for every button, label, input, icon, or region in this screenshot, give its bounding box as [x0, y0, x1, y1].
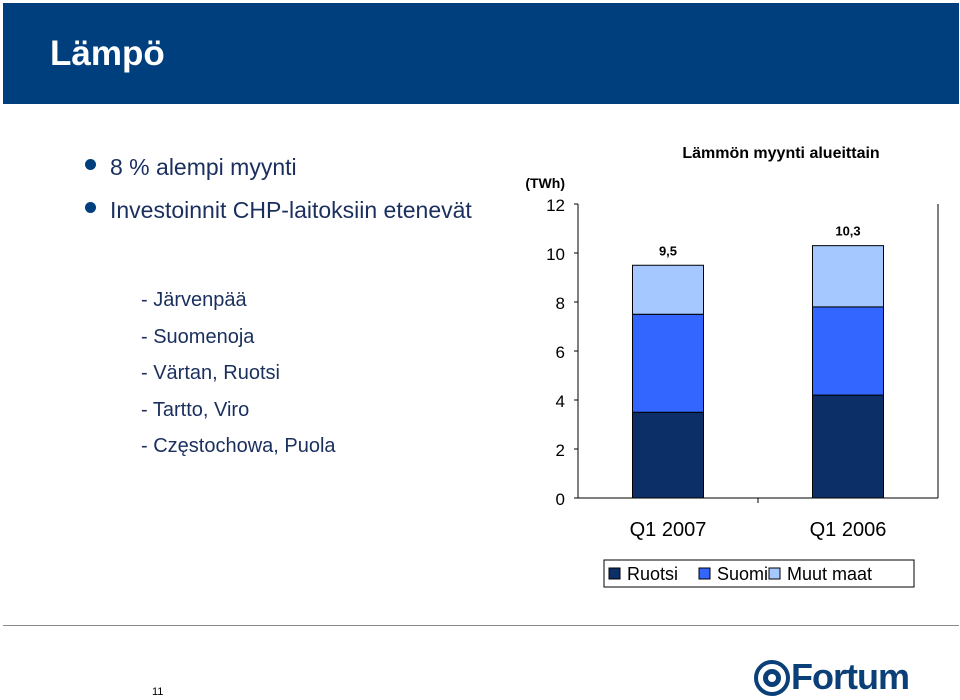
- bar-segment: [632, 264, 704, 315]
- bar-segment: [812, 306, 884, 396]
- chart-axes: [577, 204, 939, 503]
- bar-segment: [812, 394, 884, 499]
- y-tick-label: 10: [546, 245, 565, 264]
- heat-sales-chart: Lämmön myynti alueittain (TWh) 0 2 4 6 8 10 12…: [525, 145, 939, 588]
- y-tick-label: 8: [556, 294, 565, 313]
- bullet-item: Investoinnit CHP-laitoksiin etenevät: [78, 193, 478, 227]
- plant-item: - Värtan, Ruotsi: [141, 362, 280, 384]
- footer-divider: [3, 625, 959, 626]
- y-tick-label: 2: [556, 441, 565, 460]
- fortum-logo-text: Fortum: [791, 656, 910, 697]
- y-tick-label: 0: [556, 490, 565, 509]
- x-tick-label: Q1 2006: [810, 519, 887, 541]
- fortum-logo-icon: [754, 660, 790, 696]
- legend-label: Muut maat: [787, 564, 872, 584]
- bullet-text: Investoinnit CHP-laitoksiin etenevät: [110, 197, 472, 223]
- bullet-dot-icon: [85, 159, 96, 170]
- total-label: 9,5: [659, 243, 677, 258]
- y-tick-label: 4: [556, 392, 565, 411]
- plant-item: - Tartto, Viro: [141, 398, 250, 421]
- total-label: 10,3: [835, 224, 860, 239]
- header-bar: Lämpö: [3, 3, 959, 104]
- y-axis-unit: (TWh): [525, 175, 565, 191]
- x-axis-labels: Q1 2007 Q1 2006: [630, 519, 887, 541]
- legend-swatch: [608, 567, 621, 580]
- bars: [632, 245, 884, 499]
- legend-label: Suomi: [717, 564, 768, 584]
- chart-title: Lämmön myynti alueittain: [682, 145, 879, 162]
- x-tick-label: Q1 2007: [630, 519, 707, 541]
- plant-item: - Częstochowa, Puola: [141, 435, 336, 457]
- legend-swatch: [768, 567, 781, 580]
- page-number: 11: [152, 686, 164, 698]
- y-tick-label: 12: [546, 196, 565, 215]
- bullet-list: 8 % alempi myynti Investoinnit CHP-laito…: [78, 150, 478, 227]
- bar-segment: [632, 313, 704, 413]
- plant-item: - Suomenoja: [141, 325, 255, 348]
- bullet-dot-icon: [85, 202, 96, 213]
- bullet-item: 8 % alempi myynti: [78, 150, 478, 184]
- legend-swatch: [698, 567, 711, 580]
- fortum-logo: Fortum: [754, 656, 926, 697]
- legend-label: Ruotsi: [627, 564, 678, 584]
- plant-item: - Järvenpää: [141, 289, 247, 311]
- bar-segment: [632, 411, 704, 499]
- legend-box: [603, 559, 915, 588]
- y-axis-ticks: 0 2 4 6 8 10 12: [546, 196, 578, 509]
- bullet-text: 8 % alempi myynti: [110, 154, 297, 180]
- y-tick-label: 6: [556, 343, 565, 362]
- bar-segment: [812, 245, 884, 308]
- chart-legend: Ruotsi Suomi Muut maat: [603, 559, 915, 588]
- plant-list: - Järvenpää - Suomenoja - Värtan, Ruotsi…: [141, 282, 336, 465]
- slide-title: Lämpö: [50, 34, 165, 73]
- total-labels: 9,5 10,3: [659, 224, 861, 259]
